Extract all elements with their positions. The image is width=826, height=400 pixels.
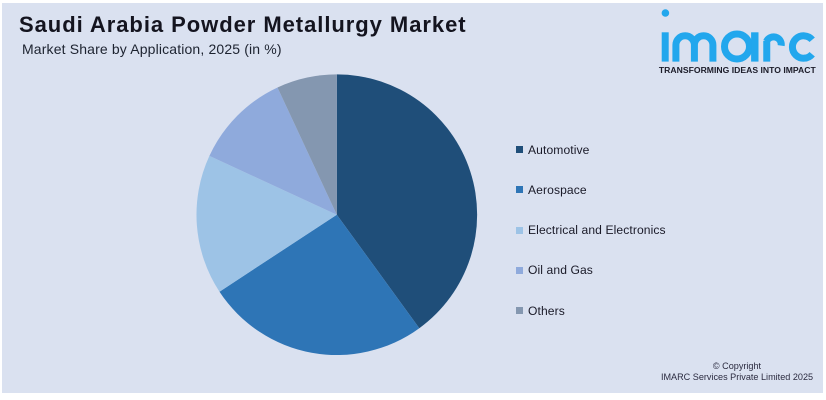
svg-text:TRANSFORMING IDEAS INTO IMPACT: TRANSFORMING IDEAS INTO IMPACT (659, 65, 817, 75)
